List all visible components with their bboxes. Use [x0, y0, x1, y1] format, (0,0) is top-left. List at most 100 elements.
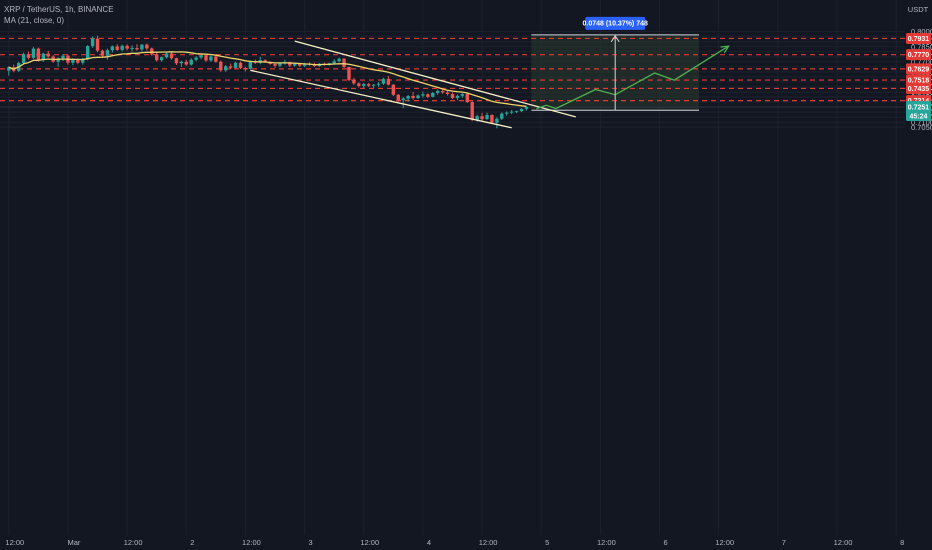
- x-tick-label: 12:00: [124, 538, 143, 547]
- measure-tag: [585, 16, 646, 30]
- candle-body: [31, 48, 36, 58]
- level-price-label: 0.7931: [908, 36, 930, 43]
- measure-arrow[interactable]: 0.0748 (10.37%) 748: [582, 16, 648, 111]
- candle-body: [421, 94, 425, 96]
- candle-body: [514, 111, 519, 113]
- candle-body: [332, 61, 336, 64]
- candle-body: [509, 111, 514, 113]
- candle-body: [396, 94, 400, 101]
- candle-body: [179, 61, 184, 64]
- candle-body: [500, 113, 504, 119]
- x-tick-label: 4: [427, 538, 431, 547]
- candle-body: [302, 63, 307, 66]
- candles[interactable]: [7, 35, 529, 129]
- candle-body: [485, 114, 489, 120]
- resistance-levels[interactable]: [0, 37, 905, 102]
- candle-body: [426, 94, 430, 97]
- time-axis[interactable]: 12:00 Mar 12:00 2 12:00 3 12:00 4 12:00 5 12:00 6 12…: [5, 538, 904, 547]
- candle-body: [505, 112, 509, 114]
- candle-body: [228, 66, 233, 68]
- x-tick-label: 12:00: [479, 538, 498, 547]
- candle-body: [174, 58, 179, 64]
- price-axis[interactable]: USDT0.80000.79500.79000.78500.78000.7750…: [906, 5, 932, 132]
- candle-body: [150, 48, 154, 55]
- x-tick-label: 7: [782, 538, 786, 547]
- current-price-tag: [906, 100, 931, 121]
- candle-body: [26, 54, 31, 58]
- x-tick-label: 12:00: [360, 538, 379, 547]
- x-tick-label: 5: [545, 538, 549, 547]
- candle-body: [455, 95, 460, 99]
- candle-body: [90, 38, 95, 47]
- candle-body: [273, 63, 277, 66]
- candle-body: [524, 106, 529, 109]
- candle-body: [120, 45, 124, 50]
- candle-body: [95, 38, 100, 51]
- candle-body: [21, 54, 26, 63]
- candle-body: [238, 62, 243, 68]
- candle-body: [41, 53, 46, 61]
- candle-body: [56, 58, 60, 62]
- measure-label: 0.0748 (10.37%) 748: [582, 20, 647, 27]
- candle-body: [214, 56, 218, 62]
- candle-body: [386, 78, 391, 85]
- candle-body: [105, 50, 110, 56]
- candle-body: [288, 61, 292, 66]
- candle-body: [436, 90, 440, 93]
- x-tick-label: 8: [900, 538, 904, 547]
- candle-body: [71, 59, 75, 63]
- candle-body: [224, 66, 228, 71]
- candle-body: [431, 92, 435, 97]
- descending-channel[interactable]: [250, 40, 576, 129]
- ma-line: [8, 51, 527, 108]
- x-tick-label: 12:00: [834, 538, 853, 547]
- candle-body: [450, 93, 455, 99]
- candle-body: [204, 55, 208, 61]
- candle-body: [135, 48, 139, 50]
- projection-path[interactable]: [536, 45, 730, 110]
- candle-body: [76, 59, 80, 63]
- level-price-label: 0.7629: [908, 66, 930, 73]
- candle-body: [194, 57, 198, 60]
- candle-body: [381, 78, 386, 84]
- candle-body: [366, 84, 371, 86]
- x-tick-label: 12:00: [5, 538, 24, 547]
- projection-arrowhead: [720, 45, 730, 54]
- candle-body: [312, 64, 317, 66]
- x-tick-label: 6: [663, 538, 667, 547]
- candle-body: [401, 98, 405, 101]
- candle-body: [164, 53, 169, 58]
- candle-body: [342, 58, 346, 67]
- y-tick-label: 0.7700: [911, 57, 932, 66]
- candle-body: [490, 114, 494, 123]
- candle-body: [199, 55, 203, 58]
- y-tick-label: 0.8000: [911, 27, 932, 36]
- x-tick-label: 2: [190, 538, 194, 547]
- candle-body: [243, 67, 248, 69]
- current-price-value: 0.7251: [908, 104, 930, 111]
- candle-body: [376, 83, 381, 85]
- candle-body: [278, 63, 282, 66]
- candle-body: [233, 62, 238, 68]
- candle-body: [371, 84, 376, 86]
- chart-legend: XRP / TetherUS, 1h, BINANCE MA (21, clos…: [4, 4, 114, 26]
- candle-body: [140, 44, 144, 50]
- candle-body: [159, 57, 164, 61]
- x-tick-label: Mar: [67, 538, 80, 547]
- current-price-countdown: 45:24: [910, 113, 928, 120]
- level-price-tag: [906, 74, 931, 86]
- candle-body: [184, 61, 188, 65]
- level-price-tag: [906, 32, 931, 44]
- candle-body: [495, 118, 499, 123]
- level-price-label: 0.7518: [908, 78, 930, 85]
- x-tick-label: 12:00: [242, 538, 261, 547]
- candle-body: [406, 96, 410, 99]
- level-price-tag: [906, 49, 931, 61]
- candle-body: [475, 116, 479, 120]
- symbol-label: XRP / TetherUS, 1h, BINANCE: [4, 5, 114, 14]
- level-price-label: 0.7435: [908, 86, 930, 93]
- candle-body: [445, 92, 450, 94]
- channel-line: [294, 40, 576, 118]
